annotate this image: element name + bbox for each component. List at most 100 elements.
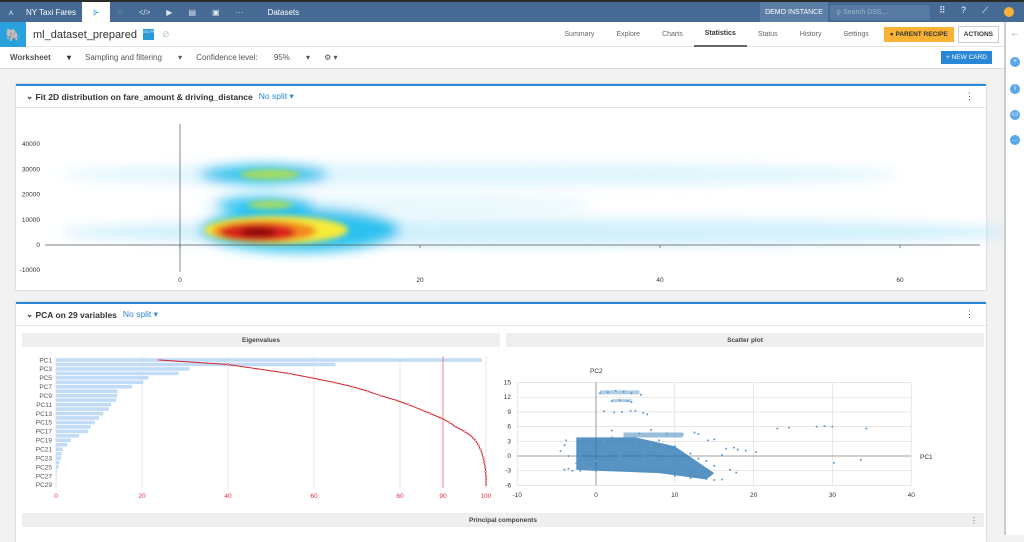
scatter-point [729, 469, 731, 471]
scatter-point [713, 479, 715, 481]
scatter-point [682, 462, 684, 464]
back-arrow-icon[interactable]: ← [1010, 28, 1020, 39]
cumulative-point [480, 448, 482, 450]
scatter-point [615, 390, 617, 392]
scatter-point [713, 438, 715, 440]
point-band [600, 390, 639, 394]
scatter-point [666, 453, 668, 455]
info-icon[interactable]: i [1010, 84, 1020, 94]
y-tick-label: PC11 [36, 402, 52, 409]
x-axis-label: PC1 [920, 454, 933, 461]
scatter-point [721, 479, 723, 481]
cumulative-point [352, 386, 354, 388]
cumulative-point [311, 377, 313, 379]
x-tick-label: 0 [594, 492, 598, 499]
y-tick-label: PC1 [39, 357, 52, 364]
y-tick-label: PC25 [36, 464, 53, 471]
cumulative-point [332, 381, 334, 383]
eigenvalue-bar [56, 430, 88, 434]
scatter-point [694, 431, 696, 433]
scatter-point [575, 462, 577, 464]
details-icon[interactable]: ▭ [1010, 110, 1020, 120]
y-tick-label: PC15 [36, 420, 53, 427]
scatter-point [725, 448, 727, 450]
cumulative-point [440, 417, 442, 419]
scatter-point [705, 478, 707, 480]
scatter-point [831, 426, 833, 428]
scatter-point [776, 428, 778, 430]
scatter-point [697, 457, 699, 459]
add-icon[interactable]: + [1010, 57, 1020, 67]
y-tick-label: 6 [507, 424, 511, 431]
scatter-point [621, 411, 623, 413]
scatter-point [745, 450, 747, 452]
x-tick-label: 0 [54, 493, 58, 500]
cumulative-point [395, 399, 397, 401]
y-tick-label: PC21 [36, 447, 53, 454]
scatter-point [567, 468, 569, 470]
scatter-point [824, 425, 826, 427]
x-tick-label: 20 [138, 493, 146, 500]
scatter-point [579, 437, 581, 439]
point-band [624, 432, 683, 437]
eigenvalue-bar [56, 470, 57, 474]
scatter-point [595, 437, 597, 439]
x-tick-label: 40 [908, 492, 916, 499]
eigenvalue-bar [56, 403, 111, 407]
point-cloud [576, 437, 714, 479]
x-tick-label: 30 [829, 492, 837, 499]
scatter-point [607, 391, 609, 393]
cumulative-point [484, 466, 486, 468]
eigenvalue-bar [56, 372, 179, 376]
y-tick-label: PC19 [36, 438, 53, 445]
eigenvalue-bar [56, 452, 62, 456]
scatter-point [650, 429, 652, 431]
scatter-point [595, 460, 597, 462]
scatter-point [627, 470, 629, 472]
y-tick-label: -3 [505, 468, 511, 475]
x-tick-label: 90 [439, 493, 447, 500]
scatter-point [755, 451, 757, 453]
scatter-point [603, 410, 605, 412]
cumulative-point [485, 471, 487, 473]
scatter-point [705, 475, 707, 477]
scatter-point [713, 465, 715, 467]
y-tick-label: PC3 [39, 366, 52, 373]
scatter-point [642, 412, 644, 414]
cumulative-point [158, 359, 160, 361]
scatter-point [697, 474, 699, 476]
scatter-point [587, 445, 589, 447]
scatter-point [579, 470, 581, 472]
cumulative-point [485, 475, 487, 477]
scatter-point [587, 467, 589, 469]
scatter-point [642, 440, 644, 442]
scatter-point [674, 450, 676, 452]
scatter-point [674, 475, 676, 477]
scatter-point [613, 411, 615, 413]
cumulative-point [483, 462, 485, 464]
scatter-point [603, 440, 605, 442]
scatter-point [567, 455, 569, 457]
scatter-point [619, 445, 621, 447]
scatter-point [619, 399, 621, 401]
y-tick-label: PC27 [36, 473, 53, 480]
scatter-point [690, 453, 692, 455]
y-tick-label: PC23 [36, 455, 53, 462]
y-tick-label: 9 [507, 409, 511, 416]
cumulative-point [380, 395, 382, 397]
scatter-point [650, 445, 652, 447]
x-tick-label: 20 [750, 492, 758, 499]
scatter-point [658, 439, 660, 441]
cumulative-point [477, 444, 479, 446]
y-tick-label: PC29 [36, 482, 53, 489]
scatter-point [571, 470, 573, 472]
cumulative-point [470, 435, 472, 437]
x-tick-label: 10 [671, 492, 679, 499]
eigenvalue-bar [56, 461, 59, 465]
scatter-point [634, 462, 636, 464]
eigenvalue-bar [56, 376, 148, 380]
x-tick-label: 80 [396, 493, 404, 500]
chat-icon[interactable]: … [1010, 135, 1020, 145]
avatar[interactable] [1004, 7, 1014, 17]
